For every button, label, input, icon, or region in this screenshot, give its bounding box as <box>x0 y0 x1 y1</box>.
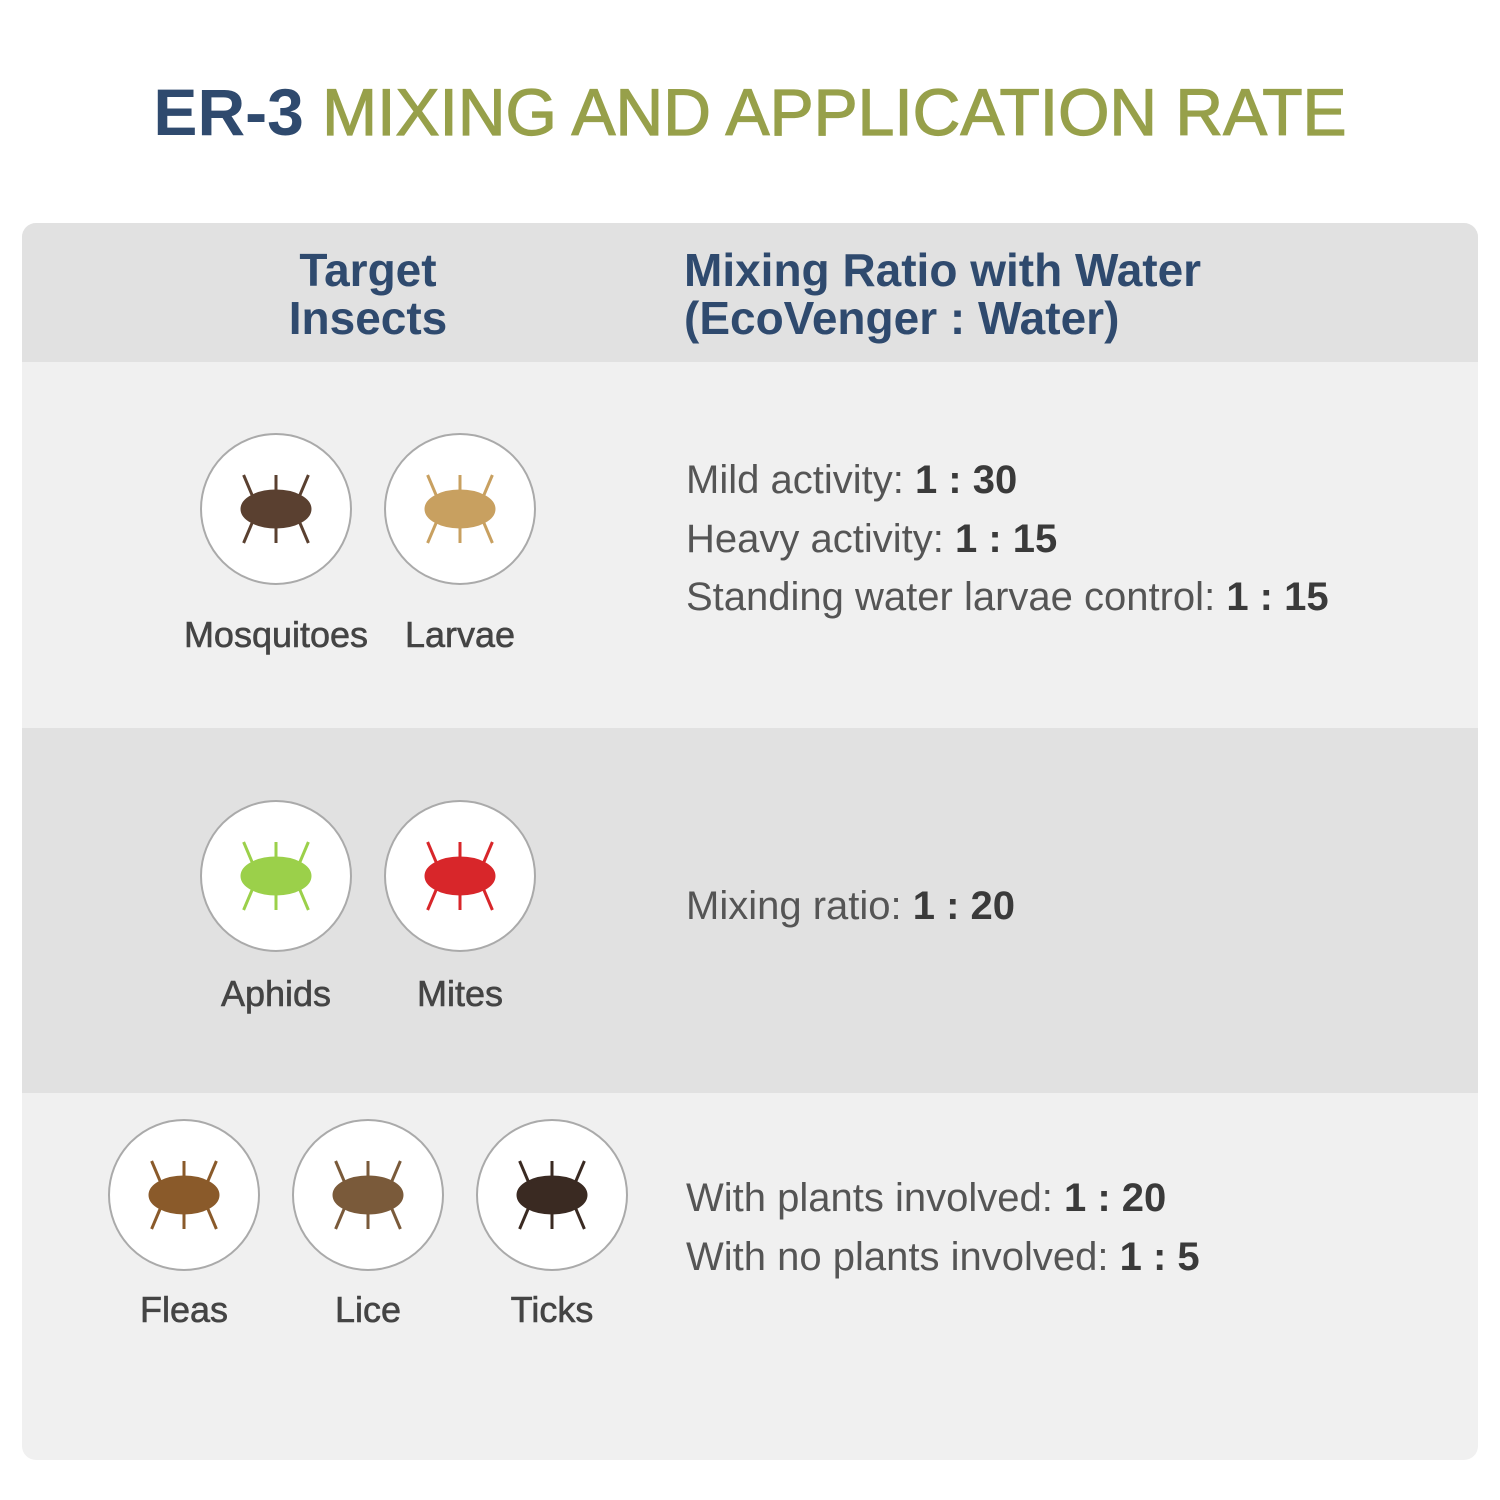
insect-name: Mosquitoes <box>183 614 369 655</box>
ratio-label: Standing water larvae control: <box>686 575 1216 619</box>
insect-name: Ticks <box>510 1289 594 1330</box>
ratio-value: 1 : 15 <box>954 516 1058 561</box>
ratio-label: With plants involved: <box>686 1176 1053 1220</box>
insect-figure <box>424 474 496 544</box>
insect-figure <box>424 841 496 911</box>
body <box>240 489 312 529</box>
insect-name: Aphids <box>220 973 332 1014</box>
insect-figure <box>240 841 312 911</box>
ratio-line: With plants involved: 1 : 20 <box>686 1176 1166 1220</box>
header-insects: Insects <box>288 292 448 344</box>
ratio-line: Mild activity: 1 : 30 <box>686 458 1017 502</box>
ratio-label: Heavy activity: <box>686 516 944 561</box>
ratio-label: With no plants involved: <box>686 1234 1109 1279</box>
title: ER-3 MIXING AND APPLICATION RATE <box>0 72 1500 152</box>
ratio-line: Mixing ratio: 1 : 20 <box>686 884 1015 928</box>
ratio-value: 1 : 20 <box>1063 1176 1167 1220</box>
insect-figure <box>240 474 312 544</box>
model: ER-3 <box>153 75 304 149</box>
ratio-value: 1 : 5 <box>1119 1234 1200 1279</box>
insect-name: Lice <box>334 1289 402 1330</box>
ratio-label: Mild activity: <box>686 458 904 502</box>
body <box>332 1175 404 1215</box>
insect-name: Fleas <box>139 1289 229 1330</box>
ratio-value: 1 : 15 <box>1226 575 1329 619</box>
insect-figure <box>516 1160 588 1230</box>
body <box>424 856 496 896</box>
body <box>516 1175 588 1215</box>
header-ratio: Mixing Ratio with Water <box>684 244 1202 296</box>
insect-figure <box>148 1160 220 1230</box>
insect-name: Larvae <box>404 614 516 655</box>
insect-name: Mites <box>416 973 504 1014</box>
insect-figure <box>332 1160 404 1230</box>
ratio-line: With no plants involved: 1 : 5 <box>686 1235 1200 1279</box>
body <box>424 489 496 529</box>
ratio-value: 1 : 30 <box>914 458 1018 502</box>
ratio-line: Standing water larvae control: 1 : 15 <box>686 575 1329 619</box>
ratio-label: Mixing ratio: <box>686 884 902 928</box>
header-band <box>22 223 1478 362</box>
body <box>240 856 312 896</box>
body <box>148 1175 220 1215</box>
ratio-line: Heavy activity: 1 : 15 <box>686 517 1057 561</box>
title-text: MIXING AND APPLICATION RATE <box>322 74 1348 149</box>
header-insects: Target <box>299 244 437 296</box>
header-ratio: (EcoVenger : Water) <box>684 292 1120 344</box>
ratio-value: 1 : 20 <box>912 884 1016 928</box>
